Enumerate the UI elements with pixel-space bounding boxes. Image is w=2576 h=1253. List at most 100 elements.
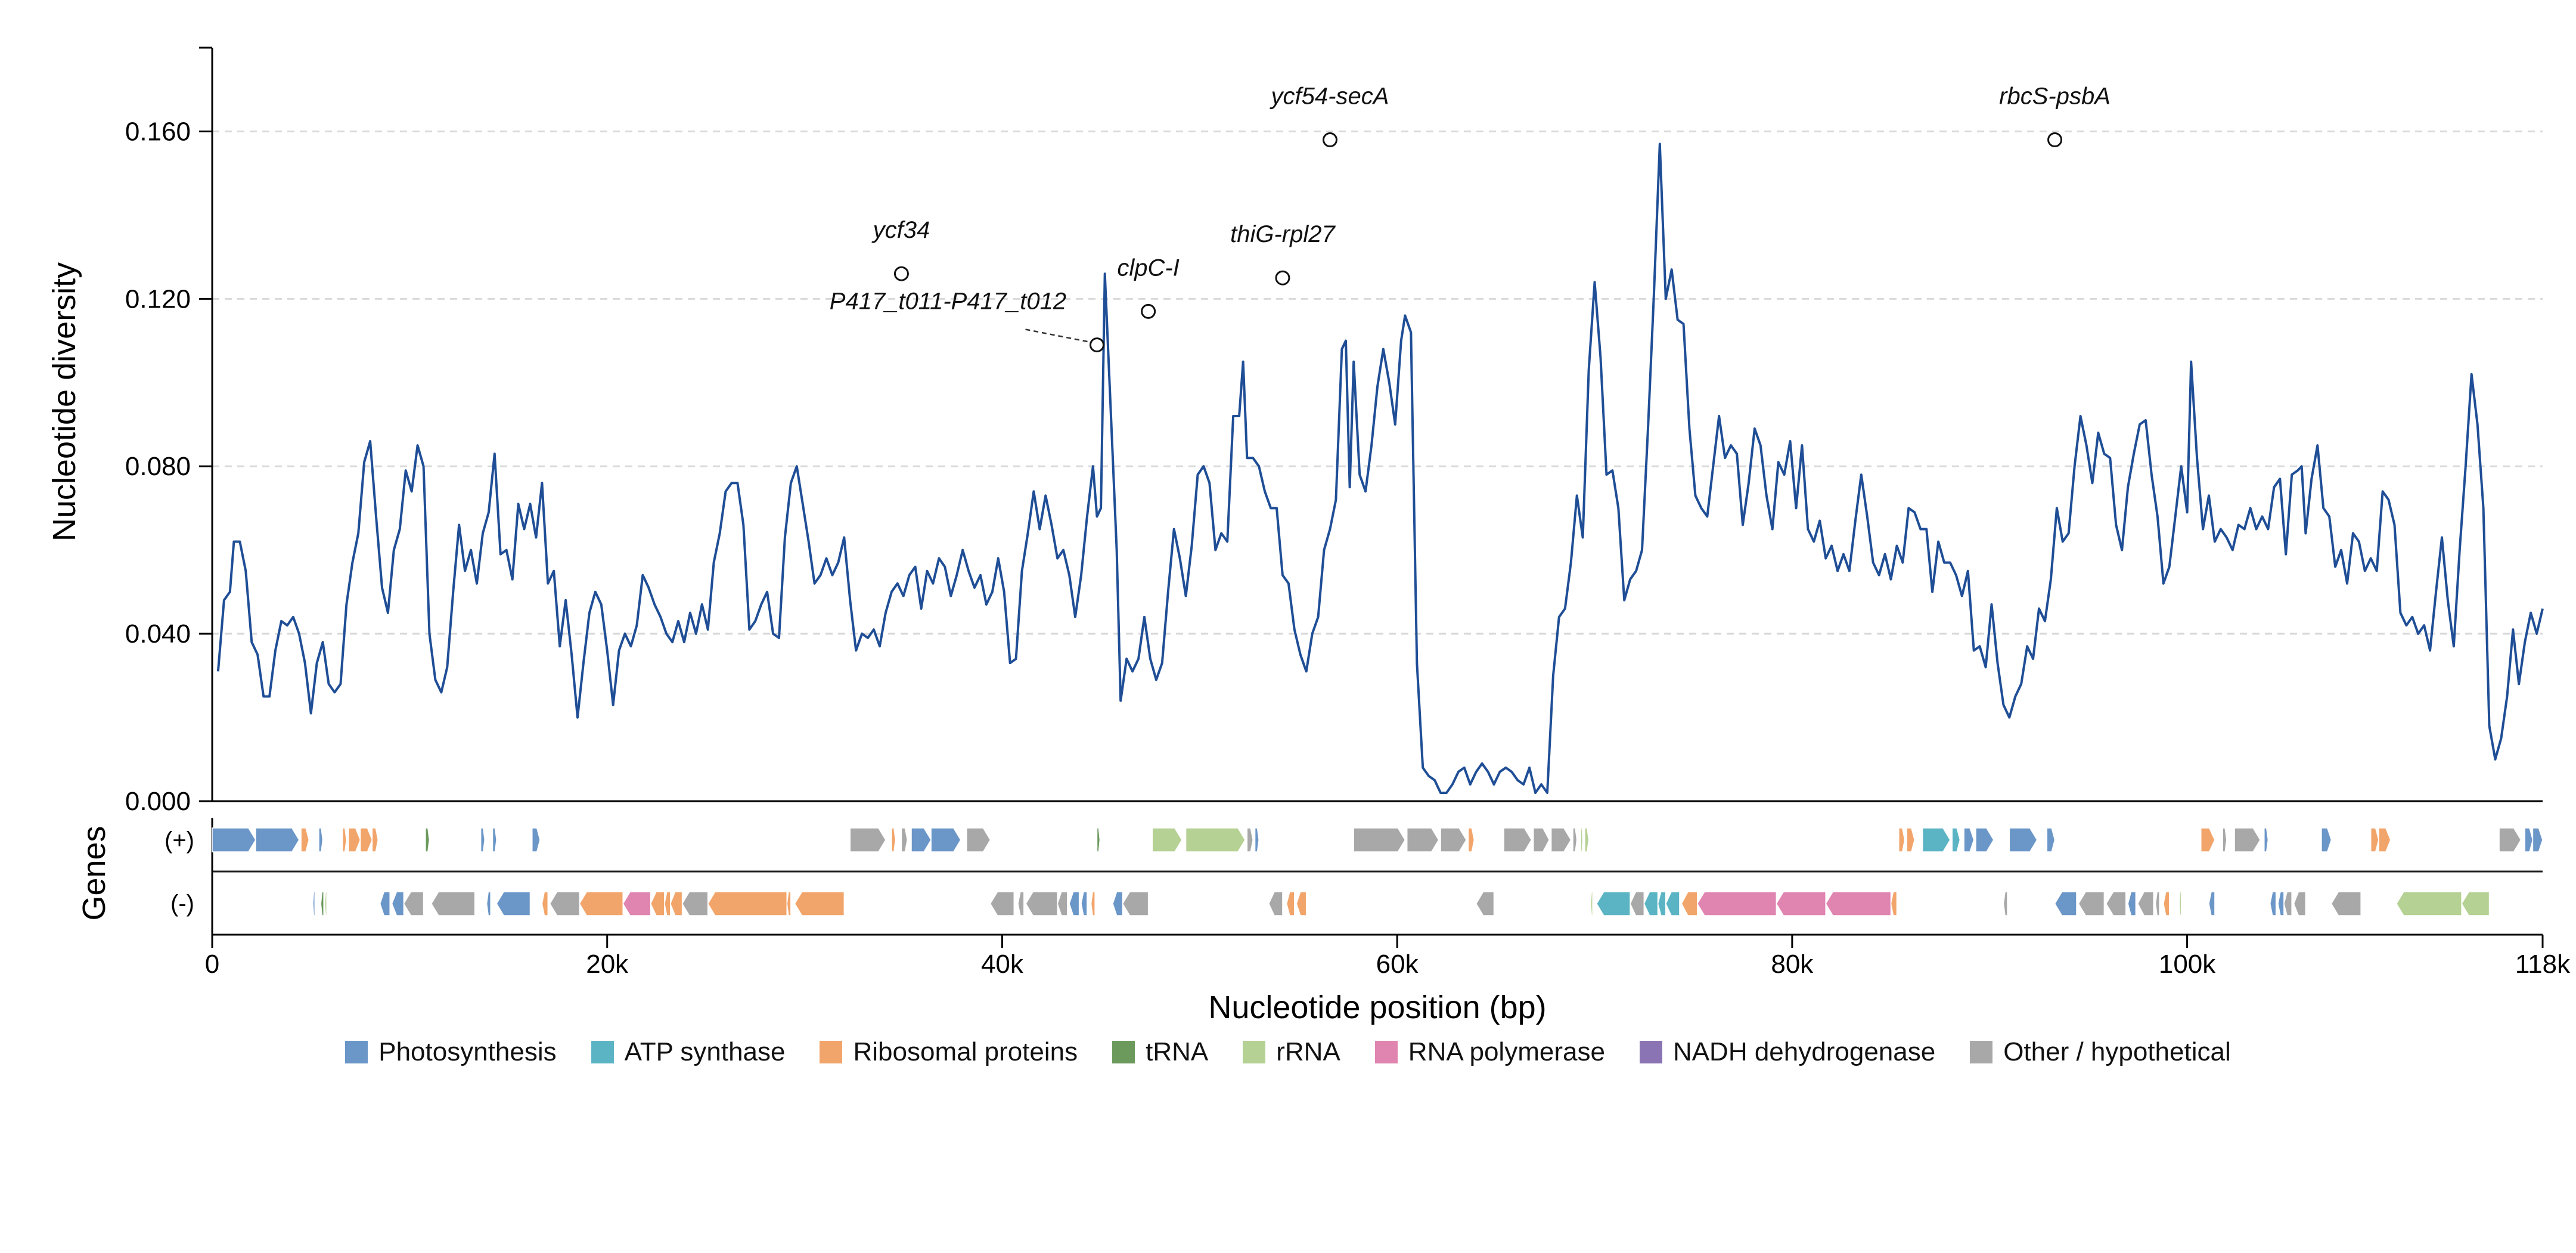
gene-other-minus	[2293, 891, 2307, 916]
gene-other-minus	[2078, 891, 2105, 916]
gene-other-minus	[1017, 891, 1025, 916]
gene-ribo-plus	[891, 827, 896, 852]
gene-trna-minus	[320, 891, 324, 916]
gene-other-plus	[1246, 827, 1254, 852]
minus-strand-label: (-)	[170, 891, 194, 917]
gene-other-plus	[901, 827, 908, 852]
gene-other-minus	[1057, 891, 1068, 916]
gene-ribo-minus	[669, 891, 683, 916]
legend-label: NADH dehydrogenase	[1672, 1037, 1936, 1066]
gene-rrna-plus	[1152, 827, 1183, 852]
peak-label: rbcS-psbA	[1999, 83, 2111, 109]
gene-photo-plus	[492, 827, 497, 852]
gene-photo-plus	[1963, 827, 1975, 852]
gene-ribo-plus	[300, 827, 310, 852]
legend-label: tRNA	[1146, 1037, 1209, 1066]
gene-track: 0 20k 40k 60k 80k 100k 118k	[205, 818, 2571, 979]
gene-photo-plus	[480, 827, 486, 852]
gene-trna-plus	[425, 827, 430, 852]
gene-photo-minus	[2208, 891, 2215, 916]
gene-ribo-plus	[347, 827, 361, 852]
gene-photo-plus	[930, 827, 961, 852]
gene-atp-minus	[1596, 891, 1631, 916]
legend-swatch	[1243, 1041, 1266, 1063]
gene-photo-minus	[2269, 891, 2277, 916]
gene-other-minus	[1025, 891, 1058, 916]
gene-photo-minus	[2277, 891, 2285, 916]
grid-lines	[212, 130, 2543, 635]
gene-rrna-minus	[2395, 891, 2462, 916]
gene-rrna-minus	[2178, 891, 2182, 916]
legend-swatch	[1112, 1041, 1135, 1063]
gene-ribo-plus	[2378, 827, 2391, 852]
gene-photo-plus	[532, 827, 541, 852]
gene-ribo-minus	[794, 891, 845, 916]
gene-ribo-plus	[1467, 827, 1475, 852]
y-tick-label: 0.000	[125, 787, 191, 816]
legend-swatch	[1374, 1041, 1398, 1063]
peak-label: ycf34	[871, 217, 930, 243]
gene-other-plus	[1572, 827, 1578, 852]
gene-ribo-plus	[2201, 827, 2215, 852]
gene-ribo-minus	[786, 891, 792, 916]
gene-photo-minus	[1112, 891, 1123, 916]
legend-swatch	[345, 1041, 368, 1063]
peak-marker	[2047, 132, 2063, 147]
peak-label: ycf54-secA	[1270, 83, 1389, 109]
gene-ribo-plus	[371, 827, 379, 852]
gene-rnap-minus	[1825, 891, 1892, 916]
gene-other-minus	[681, 891, 709, 916]
gene-photo-minus	[379, 891, 390, 916]
gene-other-minus	[2330, 891, 2361, 916]
peak-marker	[893, 266, 909, 281]
y-tick-label: 0.040	[125, 619, 191, 649]
gene-other-minus	[1630, 891, 1645, 916]
gene-other-minus	[403, 891, 424, 916]
gene-photo-plus	[318, 827, 324, 852]
gene-ribo-plus	[1906, 827, 1916, 852]
gene-other-minus	[1122, 891, 1149, 916]
gene-ribo-minus	[1286, 891, 1295, 916]
legend-label: Photosynthesis	[378, 1037, 557, 1066]
gene-ribo-plus	[1898, 827, 1905, 852]
gene-atp-plus	[1951, 827, 1961, 852]
gene-photo-plus	[212, 827, 256, 852]
x-axis-title: Nucleotide position (bp)	[1208, 990, 1546, 1025]
gene-photo-plus	[2009, 827, 2038, 852]
gene-photo-plus	[2321, 827, 2332, 852]
labels: Nucleotide diversity Nucleotide position…	[46, 262, 1547, 1025]
gene-trna-plus	[1096, 827, 1101, 852]
legend-item: ATP synthase	[591, 1037, 785, 1067]
peak-marker	[1141, 303, 1156, 319]
gene-other-minus	[989, 891, 1015, 916]
legend-label: Ribosomal proteins	[853, 1037, 1078, 1066]
gene-other-minus	[2003, 891, 2008, 916]
gene-ribo-minus	[2163, 891, 2170, 916]
gene-other-minus	[2283, 891, 2292, 916]
gene-other-plus	[2222, 827, 2227, 852]
gene-ribo-minus	[664, 891, 671, 916]
gene-rrna-minus	[2461, 891, 2490, 916]
gene-other-plus	[849, 827, 886, 852]
gene-other-plus	[1353, 827, 1406, 852]
gene-photo-minus	[312, 891, 316, 916]
legend-item: tRNA	[1112, 1037, 1208, 1067]
legend-item: NADH dehydrogenase	[1639, 1037, 1936, 1067]
gene-other-plus	[2499, 827, 2522, 852]
peak-leader-line	[1025, 328, 1093, 343]
x-tick-label: 60k	[1376, 950, 1419, 979]
gene-other-plus	[1406, 827, 1439, 852]
gene-photo-minus	[1081, 891, 1088, 916]
gene-rrna-plus	[1584, 827, 1590, 852]
legend-swatch	[591, 1041, 614, 1063]
y-tick-label: 0.120	[125, 284, 191, 314]
gene-other-minus	[549, 891, 581, 916]
legend-swatch	[820, 1041, 843, 1063]
x-tick-label: 20k	[586, 950, 629, 979]
x-tick-label: 0	[205, 950, 219, 979]
genes-track-title: Genes	[76, 826, 112, 920]
gene-ribo-minus	[1681, 891, 1698, 916]
gene-atp-minus	[1657, 891, 1666, 916]
gene-other-plus	[1503, 827, 1532, 852]
